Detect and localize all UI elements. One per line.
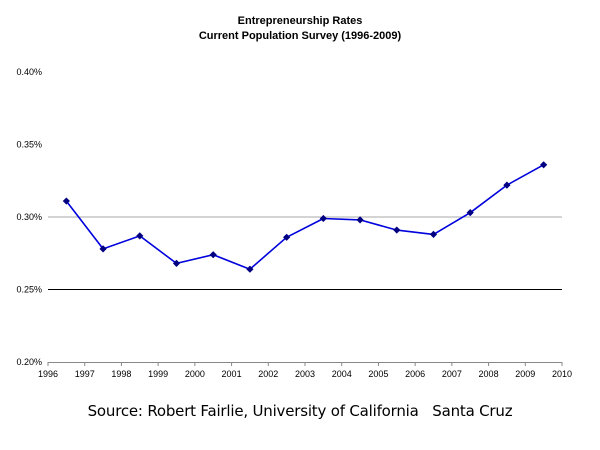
source-caption: Source: Robert Fairlie, University of Ca… [87,402,513,420]
series-group [62,161,548,273]
x-tick-label: 2010 [552,369,572,379]
x-tick-label: 1996 [38,369,58,379]
data-point [503,181,511,189]
y-tick-label: 0.25% [16,285,42,295]
y-tick-label: 0.35% [16,140,42,150]
y-axis-tick-labels: 0.20% 0.25% 0.30% 0.35% 0.40% [16,67,42,367]
data-point [136,232,144,240]
data-point [246,265,254,273]
x-tick-label: 2004 [332,369,352,379]
x-tick-label: 2008 [479,369,499,379]
x-tick-label: 2000 [185,369,205,379]
x-axis-tick-labels: 1996 1997 1998 1999 2000 2001 2002 2003 2004 2005… [38,369,572,379]
x-tick-label: 1998 [111,369,131,379]
data-point [540,161,548,169]
data-point [319,214,327,223]
data-point [172,259,181,267]
x-tick-label: 2006 [405,369,425,379]
y-tick-label: 0.40% [16,67,42,77]
data-point [62,197,70,205]
chart-subtitle: Current Population Survey (1996-2009) [199,30,402,42]
x-tick-label: 2002 [258,369,278,379]
data-point [99,245,107,253]
x-tick-label: 2005 [368,369,388,379]
chart-title: Entrepreneurship Rates [238,15,363,27]
x-tick-label: 2009 [515,369,535,379]
data-point [209,251,217,259]
series-line [65,164,544,271]
axes [47,362,563,366]
x-tick-label: 2003 [295,369,315,379]
x-tick-label: 1999 [148,369,168,379]
data-point [283,233,291,241]
x-tick-label: 2007 [442,369,462,379]
x-tick-label: 1997 [75,369,95,379]
y-tick-label: 0.30% [16,212,42,222]
data-point [429,230,438,238]
data-point [356,216,364,224]
x-tick-label: 2001 [222,369,242,379]
data-point [466,209,474,217]
data-point [393,226,401,234]
gridlines [48,216,562,290]
y-tick-label: 0.20% [16,357,42,367]
